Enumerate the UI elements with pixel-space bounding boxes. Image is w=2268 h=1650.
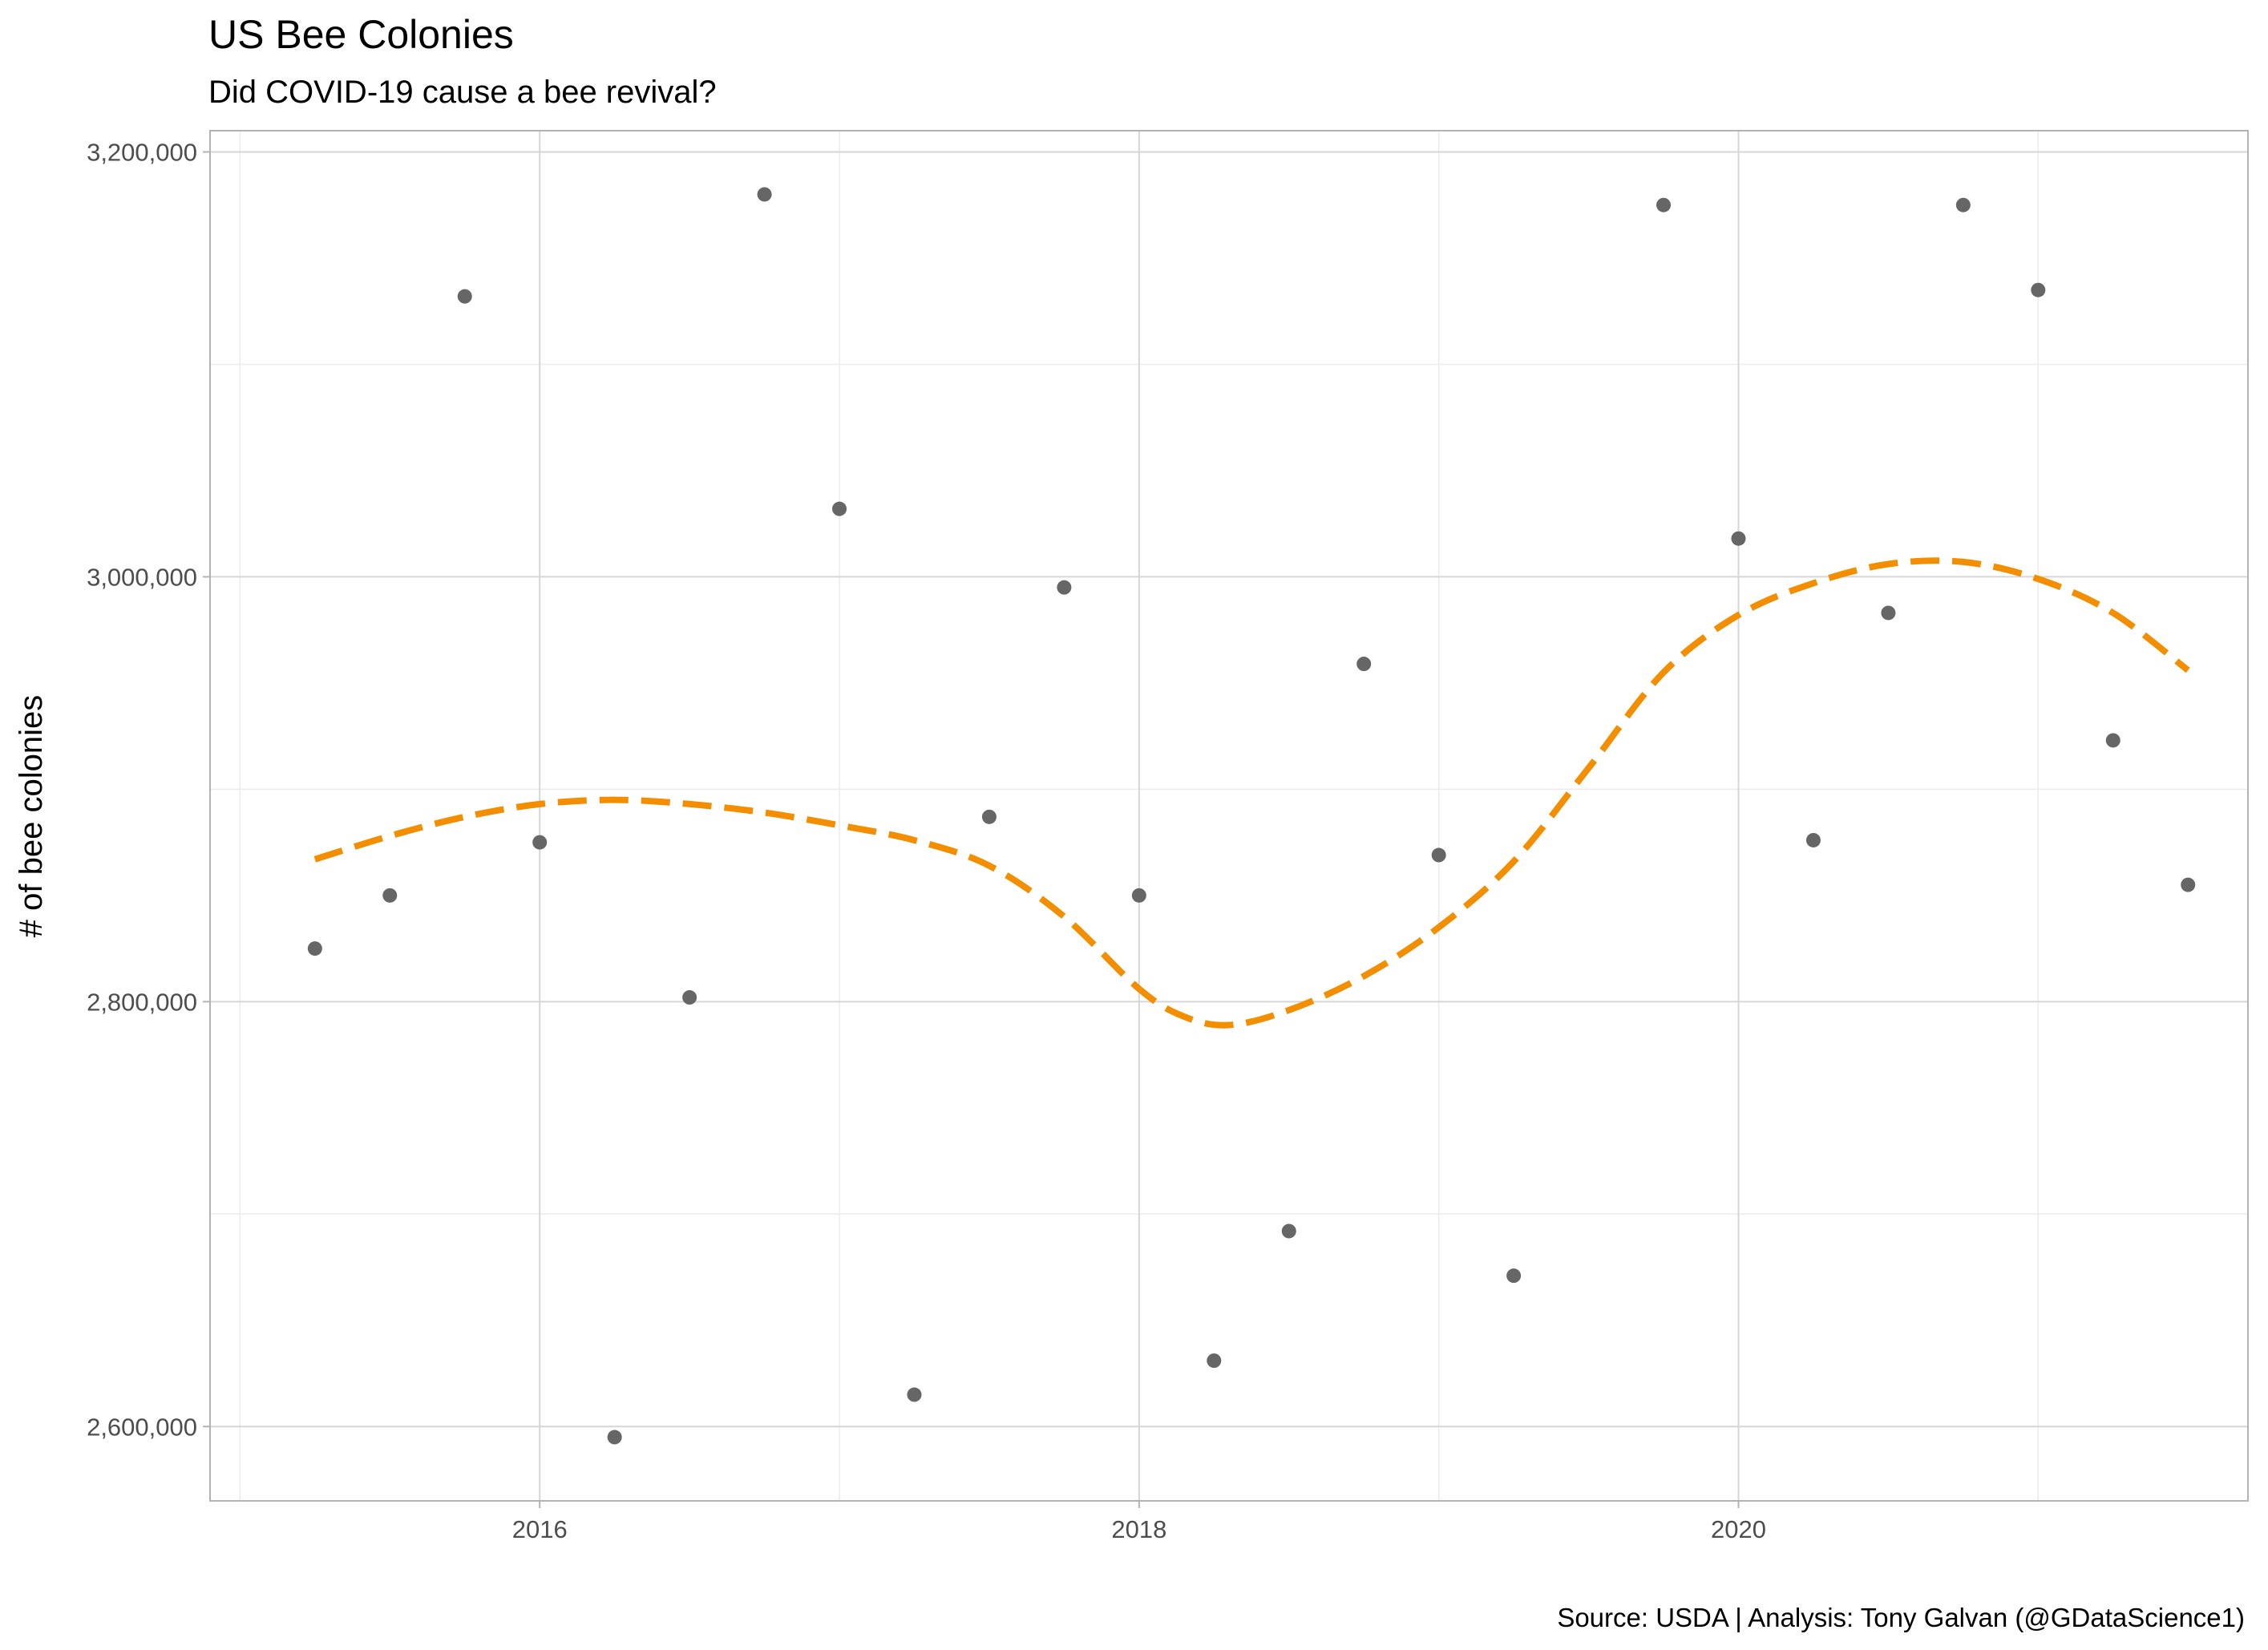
- data-point: [1356, 657, 1372, 672]
- data-point: [1656, 197, 1672, 212]
- chart-caption: Source: USDA | Analysis: Tony Galvan (@G…: [1557, 1603, 2245, 1632]
- data-point: [1506, 1268, 1522, 1284]
- y-axis-title: # of bee colonies: [14, 695, 49, 937]
- data-point: [1281, 1223, 1296, 1239]
- data-point: [1057, 580, 1072, 595]
- minor-gridlines: [210, 131, 2248, 1501]
- data-point: [2105, 733, 2120, 748]
- data-point: [1805, 832, 1821, 847]
- trend-line: [313, 557, 2190, 1029]
- data-point: [457, 289, 472, 304]
- data-point: [1881, 605, 1896, 621]
- data-point: [1431, 847, 1446, 863]
- data-point: [907, 1387, 922, 1402]
- x-axis: 2016 2018 2020: [512, 1501, 1766, 1543]
- data-point: [1131, 888, 1146, 903]
- major-gridlines: [210, 131, 2248, 1501]
- x-tick-label: 2018: [1111, 1515, 1166, 1543]
- data-points: [307, 187, 2196, 1445]
- y-tick-label: 2,800,000: [87, 988, 197, 1016]
- data-point: [981, 809, 997, 824]
- data-point: [607, 1430, 622, 1445]
- chart-subtitle: Did COVID-19 cause a bee revival?: [208, 75, 717, 110]
- y-tick-label: 3,000,000: [87, 563, 197, 591]
- data-point: [682, 990, 697, 1005]
- chart-title: US Bee Colonies: [208, 12, 514, 57]
- y-axis: 2,600,000 2,800,000 3,000,000 3,200,000: [87, 138, 210, 1441]
- data-point: [832, 501, 847, 516]
- data-point: [307, 941, 322, 956]
- data-point: [1207, 1353, 1222, 1369]
- y-tick-label: 3,200,000: [87, 138, 197, 166]
- x-tick-label: 2020: [1711, 1515, 1766, 1543]
- data-point: [1731, 531, 1746, 546]
- data-point: [1955, 197, 1971, 212]
- y-tick-label: 2,600,000: [87, 1413, 197, 1441]
- data-point: [2031, 282, 2046, 297]
- data-point: [382, 888, 398, 903]
- data-point: [532, 835, 548, 850]
- plot-panel-border: [209, 130, 2249, 1502]
- data-point: [2181, 877, 2196, 892]
- x-tick-label: 2016: [512, 1515, 568, 1543]
- data-point: [757, 187, 772, 202]
